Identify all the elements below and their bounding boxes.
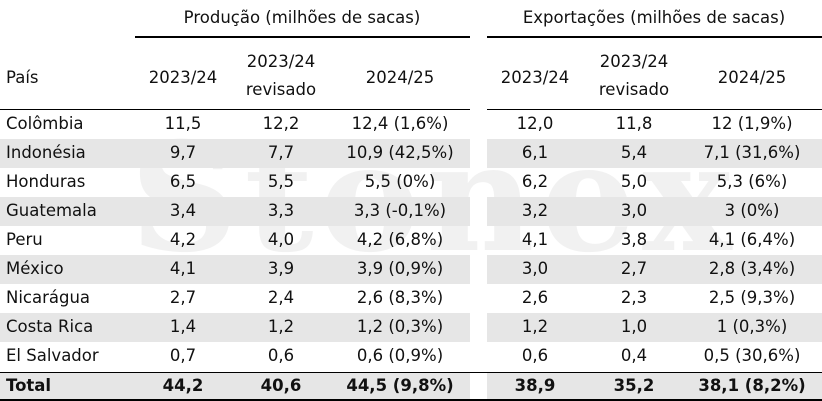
total-cell: 40,6 <box>260 376 302 395</box>
total-rule <box>0 372 822 373</box>
cell: 1 (0,3%) <box>716 317 788 336</box>
row-shade <box>0 255 470 284</box>
cell: 10,9 (42,5%) <box>346 143 454 162</box>
cell: 2,3 <box>620 288 648 307</box>
row-shade <box>0 373 470 399</box>
cell: Honduras <box>6 172 86 191</box>
row-shade <box>487 197 822 226</box>
cell: 1,2 <box>267 317 295 336</box>
cell: 9,7 <box>169 143 197 162</box>
cell: 3,3 <box>267 201 295 220</box>
column-header: País <box>6 68 39 87</box>
cell: 12,2 <box>262 114 300 133</box>
cell: 2,7 <box>620 259 648 278</box>
cell: 3,0 <box>620 201 648 220</box>
cell: 7,7 <box>267 143 295 162</box>
cell: 0,6 <box>521 346 549 365</box>
total-cell: 44,2 <box>162 376 204 395</box>
total-cell: 38,9 <box>514 376 556 395</box>
cell: 12,0 <box>516 114 554 133</box>
cell: 0,4 <box>620 346 648 365</box>
cell: 1,0 <box>620 317 648 336</box>
cell: Nicarágua <box>6 288 91 307</box>
row-shade <box>487 373 822 399</box>
cell: 3,9 (0,9%) <box>356 259 444 278</box>
header-rule <box>0 109 470 110</box>
header-rule <box>487 109 822 110</box>
row-shade <box>0 313 470 342</box>
row-shade <box>487 255 822 284</box>
cell: 11,8 <box>615 114 653 133</box>
cell: El Salvador <box>6 346 99 365</box>
cell: 4,2 <box>169 230 197 249</box>
cell: 3,4 <box>169 201 197 220</box>
cell: 1,4 <box>169 317 197 336</box>
row-shade <box>487 139 822 168</box>
cell: 12 (1,9%) <box>711 114 793 133</box>
group-rule <box>487 36 822 38</box>
total-cell: 35,2 <box>613 376 655 395</box>
group-header: Produção (milhões de sacas) <box>183 8 421 27</box>
cell: 6,2 <box>521 172 549 191</box>
cell: 6,1 <box>521 143 549 162</box>
cell: 2,4 <box>267 288 295 307</box>
column-header: 2024/25 <box>365 68 435 87</box>
cell: 5,4 <box>620 143 648 162</box>
cell: 3,2 <box>521 201 549 220</box>
cell: Guatemala <box>6 201 97 220</box>
cell: 3,8 <box>620 230 648 249</box>
cell: 2,5 (9,3%) <box>708 288 796 307</box>
row-shade <box>487 313 822 342</box>
cell: Colômbia <box>6 114 84 133</box>
cell: 0,5 (30,6%) <box>703 346 801 365</box>
cell: Peru <box>6 230 43 249</box>
cell: 4,1 (6,4%) <box>708 230 796 249</box>
cell: 3 (0%) <box>724 201 780 220</box>
cell: 0,6 <box>267 346 295 365</box>
row-shade <box>0 197 470 226</box>
cell: 1,2 (0,3%) <box>356 317 444 336</box>
cell: 5,0 <box>620 172 648 191</box>
cell: 5,5 (0%) <box>364 172 436 191</box>
total-cell: 44,5 (9,8%) <box>346 376 454 395</box>
cell: 3,3 (-0,1%) <box>353 201 447 220</box>
cell: 2,6 (8,3%) <box>356 288 444 307</box>
cell: 2,7 <box>169 288 197 307</box>
column-header: 2023/24 revisado <box>598 52 670 99</box>
column-header: 2023/24 <box>148 68 218 87</box>
cell: 4,0 <box>267 230 295 249</box>
cell: 2,8 (3,4%) <box>708 259 796 278</box>
cell: México <box>6 259 64 278</box>
column-header: 2023/24 <box>500 68 570 87</box>
cell: Indonésia <box>6 143 86 162</box>
cell: 4,2 (6,8%) <box>356 230 444 249</box>
row-shade <box>0 139 470 168</box>
cell: 4,1 <box>169 259 197 278</box>
cell: 4,1 <box>521 230 549 249</box>
group-rule <box>135 36 470 38</box>
column-header: 2024/25 <box>717 68 787 87</box>
cell: 0,7 <box>169 346 197 365</box>
cell: 6,5 <box>169 172 197 191</box>
cell: 12,4 (1,6%) <box>351 114 449 133</box>
cell: Costa Rica <box>6 317 94 336</box>
total-cell: Total <box>6 376 52 395</box>
cell: 1,2 <box>521 317 549 336</box>
total-cell: 38,1 (8,2%) <box>698 376 806 395</box>
column-header: 2023/24 revisado <box>245 52 317 99</box>
cell: 5,3 (6%) <box>716 172 788 191</box>
cell: 2,6 <box>521 288 549 307</box>
cell: 3,0 <box>521 259 549 278</box>
cell: 7,1 (31,6%) <box>703 143 801 162</box>
cell: 11,5 <box>164 114 202 133</box>
cell: 3,9 <box>267 259 295 278</box>
cell: 5,5 <box>267 172 295 191</box>
group-header: Exportações (milhões de sacas) <box>522 8 786 27</box>
cell: 0,6 (0,9%) <box>356 346 444 365</box>
